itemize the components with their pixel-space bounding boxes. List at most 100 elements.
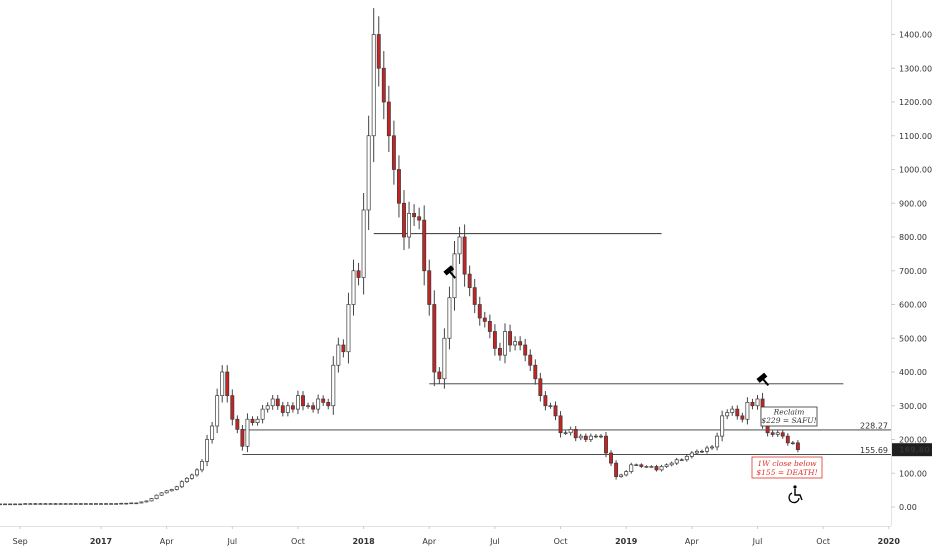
candle-up [659,466,664,471]
candle-down [492,331,497,349]
time-axis-tick-label: Apr [422,537,437,546]
candle-down [538,378,543,396]
candle-down [356,270,361,278]
candle-down [477,304,482,319]
candle-down [639,464,644,467]
candle-up [134,502,139,505]
candle-down [482,317,487,322]
price-axis[interactable]: 0.00 100.00 200.00 300.00 400.00 500.00 600.00… [891,31,932,513]
wheelchair-icon [788,485,803,504]
candle-up [73,503,78,505]
candle-up [3,503,7,506]
gavel-icon [443,265,457,279]
time-axis-tick-label: 2017 [90,537,112,546]
candle-up [149,498,154,502]
candle-up [215,395,220,427]
candle-up [154,494,159,499]
candle-up [260,408,265,420]
candle-up [351,270,356,305]
candle-down [376,34,381,69]
candle-down [53,503,58,505]
candle-up [407,213,412,238]
candle-down [614,462,619,477]
death-note-box [751,456,823,479]
time-axis-tick-label: 2019 [615,537,638,546]
candle-down [391,135,396,170]
time-axis-tick-label: Jul [489,537,500,546]
candle-up [296,395,300,410]
candle-down [543,395,548,407]
candle-up [730,408,735,413]
candle-down [654,466,659,471]
candle-up [684,456,689,461]
price-axis-tick-label: 500.00 [899,334,927,343]
candle-up [745,402,750,420]
candle-up [371,34,376,137]
candle-up [694,450,699,454]
horizontal-levels: 228.27 155.69 [242,233,891,455]
candle-up [285,405,290,413]
candle-down [518,341,523,346]
level-label: 228.27 [860,421,888,430]
candle-down [341,344,346,353]
candle-down [230,395,235,420]
candle-up [38,503,43,505]
candle-up [265,405,270,410]
candle-down [225,371,230,396]
last-price-tag[interactable] [892,443,932,457]
candle-up [139,501,144,504]
candle-up [179,481,184,488]
time-axis-tick-label: 2018 [352,537,375,546]
reclaim-note-line: Reclaim [773,408,805,417]
candle-down [487,321,492,332]
candle-down [290,405,295,410]
candle-down [240,429,245,447]
candle-down [402,202,406,238]
candle-up [336,344,341,366]
time-axis-tick-label: 2020 [878,537,901,546]
gavel-head [443,265,455,276]
candle-up [447,297,452,339]
candle-up [513,341,518,346]
time-axis[interactable]: Sep 2017 Apr Jul Oct 2018 Apr Jul Oct 2019 Apr Jul O… [13,526,901,546]
wheelchair-wheel [788,492,800,504]
candle-down [508,331,513,346]
candle-up [270,398,275,407]
candle-down [432,304,437,373]
candle-up [124,502,129,505]
candle-up [88,503,93,505]
candle-down [250,418,255,423]
candle-down [275,398,280,407]
candle-up [8,503,13,506]
candle-up [715,435,720,448]
price-axis-tick-label: 1100.00 [899,132,932,141]
candle-up [346,304,351,353]
candle-up [669,462,674,466]
candle-up [205,439,209,462]
candle-up [13,503,18,506]
candle-down [583,435,588,440]
level-label: 155.69 [860,446,888,455]
candle-down [321,398,326,403]
time-axis-tick-label: Oct [291,537,305,546]
candle-down [533,364,538,380]
price-axis-tick-label: 900.00 [899,199,927,208]
gavel-icon [756,372,770,387]
candle-down [467,273,472,288]
candle-down [528,354,533,366]
candle-up [109,503,114,505]
gavel-handle [762,378,770,387]
candle-down [326,402,331,407]
candle-up [679,459,684,461]
candle-down [301,395,305,407]
candle-up [245,418,250,447]
time-axis-tick-label: Jul [752,537,763,546]
candle-up [200,461,204,471]
candle-up [119,502,124,505]
candle-up [705,447,709,452]
candle-down [795,442,800,450]
candle-down [558,415,563,434]
candle-down [573,429,578,439]
